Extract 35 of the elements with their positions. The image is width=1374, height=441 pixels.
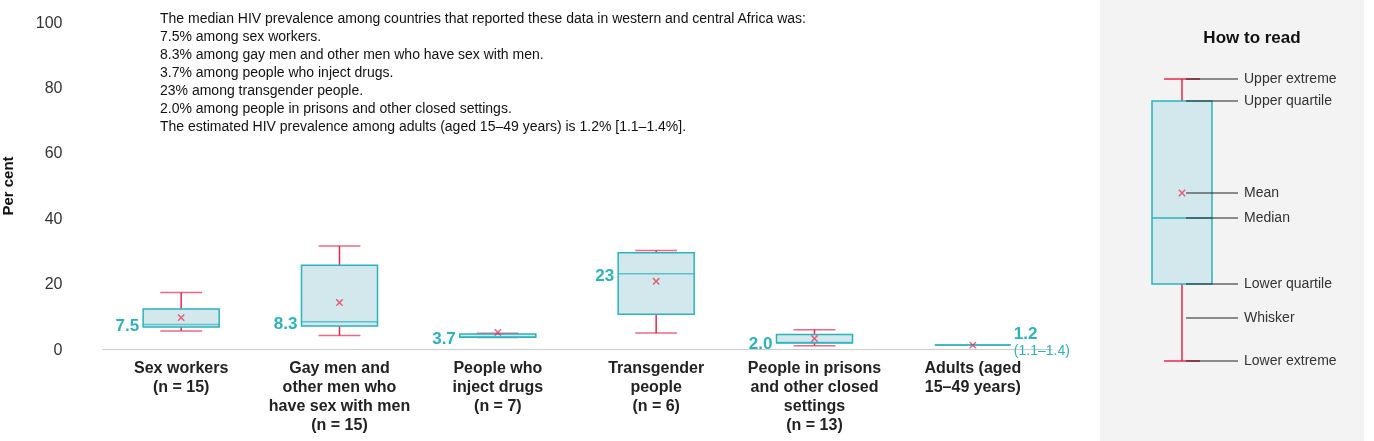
- text: Upper quartile: [1244, 92, 1333, 108]
- annotation: 7.5: [115, 316, 140, 336]
- x-tick-label: Sex workers (n = 15): [134, 358, 229, 395]
- annotation: The estimated HIV prevalence among adults (aged 15–49 years) is 1.2% [1.1–1.4%].: [160, 118, 687, 134]
- x-tick-label: People in prisons and other closed settings (n = 13): [747, 358, 882, 433]
- annotation: 1.2: [1013, 324, 1038, 344]
- annotation: 8.3% among gay men and other men who have sex with men.: [160, 46, 544, 62]
- annotation: 23: [595, 265, 615, 285]
- x-tick-label: Gay men and other men who have sex with men (n = 15): [268, 358, 411, 433]
- annotation: 3.7: [432, 328, 456, 348]
- annotation: 23% among transgender people.: [160, 82, 364, 98]
- y-tick-label: 40: [44, 209, 63, 227]
- x-tick-label: People who inject drugs (n = 7): [452, 358, 544, 414]
- y-tick-label: 60: [44, 144, 63, 162]
- annotation: 7.5% among sex workers.: [160, 28, 322, 44]
- text: Lower quartile: [1244, 275, 1333, 291]
- annotation: 8.3: [273, 313, 298, 333]
- y-tick-label: 20: [44, 275, 63, 293]
- text: Median: [1244, 209, 1290, 225]
- x-tick-label: Transgender people (n = 6): [608, 358, 705, 414]
- y-tick-label: 80: [44, 78, 63, 96]
- annotation: 2.0: [748, 334, 773, 354]
- annotation: The median HIV prevalence among countries that reported these data in western and central Africa was:: [160, 10, 806, 26]
- annotation: 3.7% among people who inject drugs.: [160, 64, 394, 80]
- y-axis-title: Per cent: [0, 156, 16, 216]
- text: Mean: [1244, 184, 1280, 200]
- text: Whisker: [1244, 309, 1295, 325]
- x-tick-label: Adults (aged 15–49 years): [924, 358, 1022, 395]
- annotation: 2.0% among people in prisons and other closed settings.: [160, 100, 512, 116]
- annotation: (1.1–1.4): [1013, 342, 1070, 359]
- y-tick-label: 100: [35, 13, 63, 31]
- y-tick-label: 0: [53, 340, 63, 358]
- text: How to read: [1203, 28, 1301, 47]
- text: Upper extreme: [1244, 70, 1337, 86]
- text: Lower extreme: [1244, 352, 1337, 368]
